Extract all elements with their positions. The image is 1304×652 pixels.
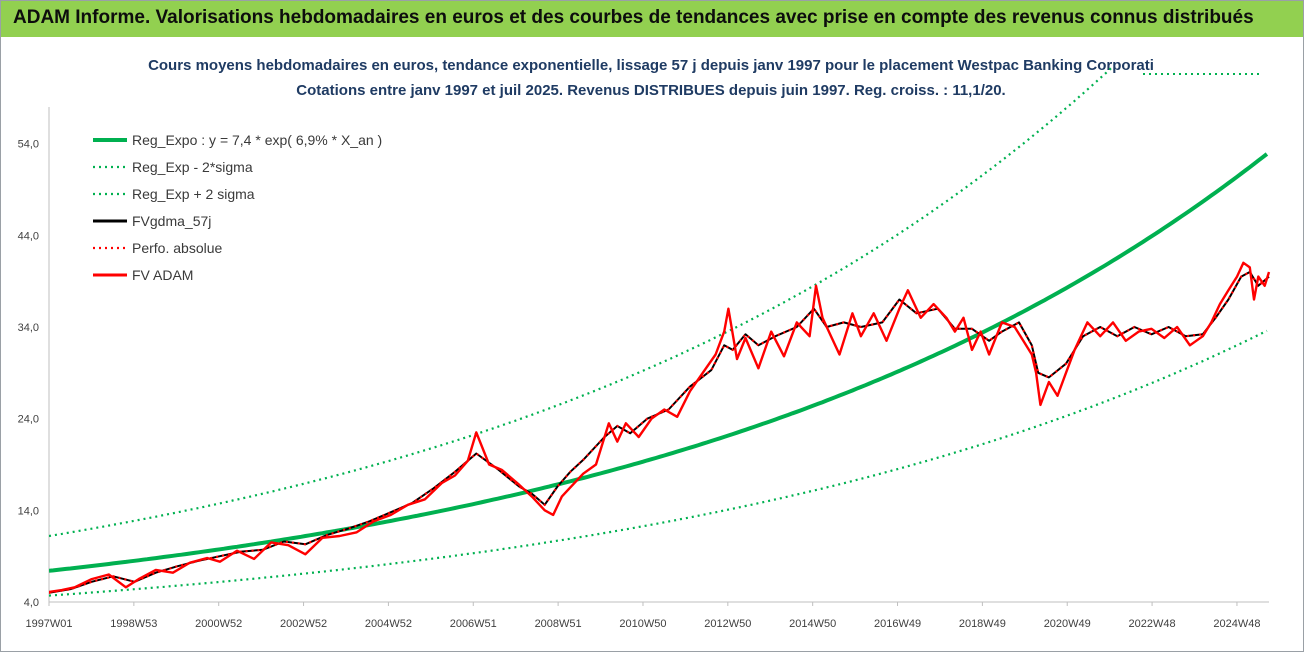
- y-tick-label: 54,0: [18, 139, 39, 151]
- x-tick-label: 2024W48: [1213, 618, 1260, 630]
- legend-label: Perfo. absolue: [132, 240, 222, 256]
- x-tick-label: 2012W50: [704, 618, 751, 630]
- x-tick-label: 2014W50: [789, 618, 836, 630]
- perfo-absolue-line: [49, 270, 1270, 594]
- regression-expo-line: [49, 152, 1269, 573]
- legend-label: Reg_Exp - 2*sigma: [132, 159, 253, 175]
- x-tick-label: 2016W49: [874, 618, 921, 630]
- x-tick-label: 2022W48: [1129, 618, 1176, 630]
- x-tick-label: 2018W49: [959, 618, 1006, 630]
- x-tick-label: 2008W51: [535, 618, 582, 630]
- y-tick-label: 24,0: [18, 414, 39, 426]
- report-banner: ADAM Informe. Valorisations hebdomadaire…: [1, 1, 1303, 37]
- chart-title-line-2: Cotations entre janv 1997 et juil 2025. …: [296, 82, 1005, 99]
- x-tick-label: 2004W52: [365, 618, 412, 630]
- chart-legend: Reg_Expo : y = 7,4 * exp( 6,9% * X_an ) R…: [93, 132, 382, 283]
- y-tick-label: 44,0: [18, 230, 39, 242]
- trend-chart: Cours moyens hebdomadaires en euros, ten…: [18, 57, 1271, 630]
- chart-title-line-1: Cours moyens hebdomadaires en euros, ten…: [148, 57, 1154, 74]
- x-tick-label: 2002W52: [280, 618, 327, 630]
- x-tick-label: 1998W53: [110, 618, 157, 630]
- legend-label: FV ADAM: [132, 267, 193, 283]
- y-tick-label: 34,0: [18, 322, 39, 334]
- fvgdma-57j-line: [49, 271, 1270, 594]
- y-axis-ticks: 54,0 44,0 34,0 24,0 14,0 4,0: [18, 139, 39, 609]
- legend-label: Reg_Exp + 2 sigma: [132, 186, 255, 202]
- fv-adam-line: [49, 261, 1271, 594]
- legend-label: FVgdma_57j: [132, 213, 211, 229]
- x-tick-label: 2020W49: [1044, 618, 1091, 630]
- report-title: ADAM Informe. Valorisations hebdomadaire…: [13, 7, 1254, 28]
- regression-minus-2sigma-line: [49, 329, 1268, 597]
- x-tick-label: 2006W51: [450, 618, 497, 630]
- y-tick-label: 14,0: [18, 505, 39, 517]
- plot-area: [49, 67, 1271, 597]
- y-tick-label: 4,0: [24, 597, 39, 609]
- x-tick-label: 2010W50: [619, 618, 666, 630]
- regression-plus-2sigma-line: [49, 67, 1114, 538]
- x-tick-label: 2000W52: [195, 618, 242, 630]
- legend-label: Reg_Expo : y = 7,4 * exp( 6,9% * X_an ): [132, 132, 382, 148]
- x-tick-label: 1997W01: [25, 618, 72, 630]
- x-axis-ticks: 1997W01 1998W53 2000W52 2002W52 2004W52 2006W…: [25, 602, 1260, 630]
